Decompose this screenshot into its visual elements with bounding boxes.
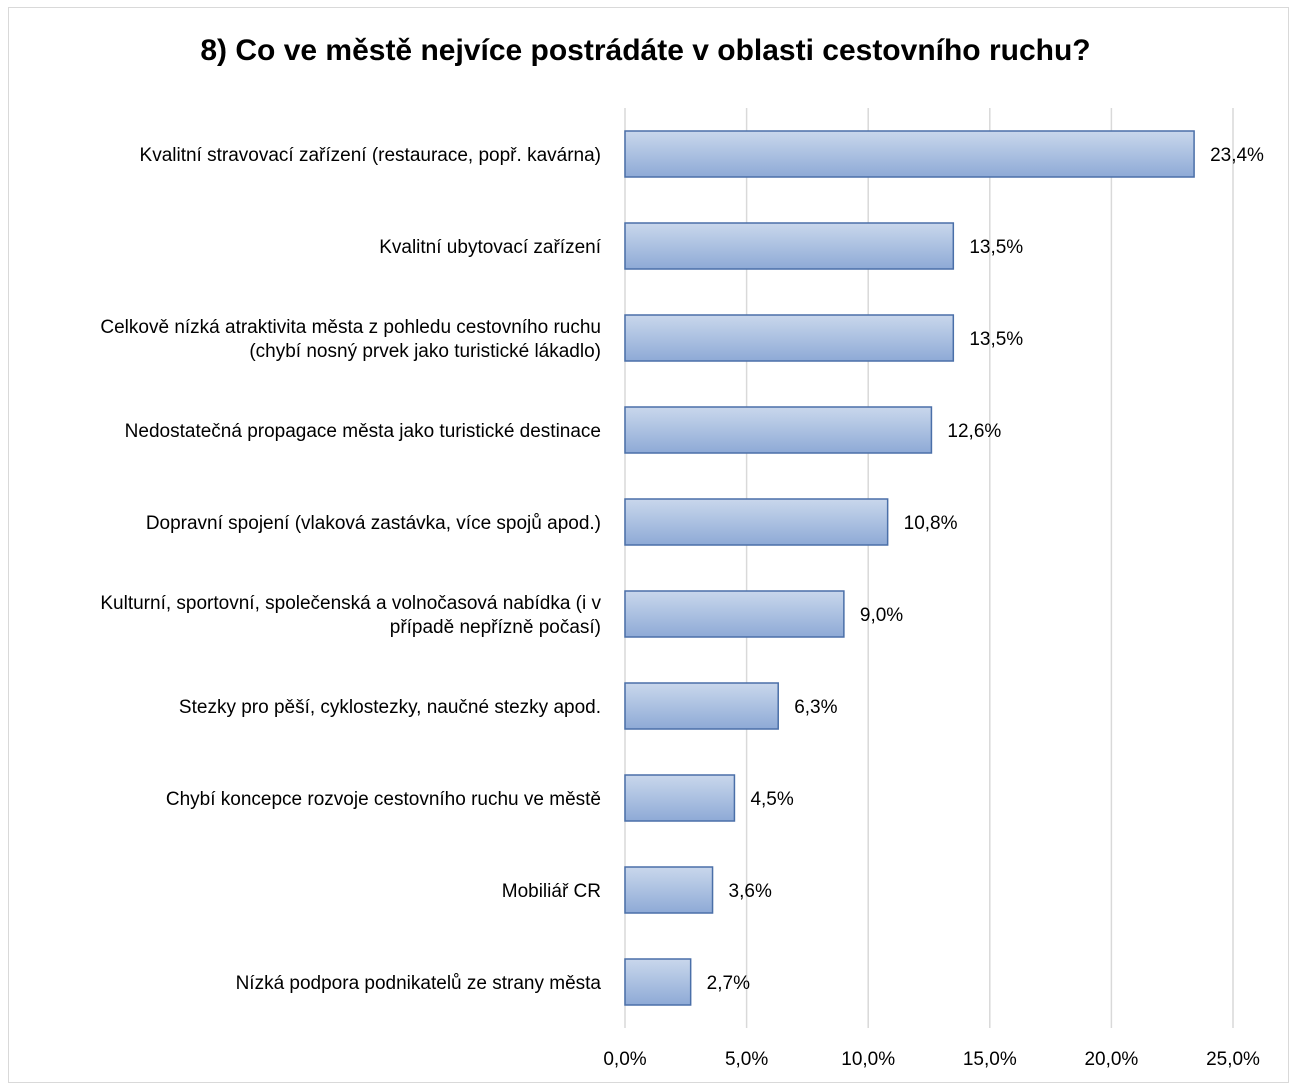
category-label: Mobiliář CR [502, 881, 601, 902]
bar [624, 590, 845, 638]
category-labels: Kvalitní stravovací zařízení (restaurace… [100, 145, 601, 994]
bar [624, 682, 779, 730]
bar [624, 498, 889, 546]
value-label: 3,6% [729, 881, 772, 902]
bar [624, 222, 955, 270]
value-label: 13,5% [969, 237, 1023, 258]
x-tick-label: 0,0% [603, 1049, 646, 1070]
x-tick-label: 5,0% [725, 1049, 768, 1070]
value-label: 2,7% [707, 973, 750, 994]
value-label: 23,4% [1210, 145, 1264, 166]
bars [624, 130, 1195, 1006]
bar [624, 130, 1195, 178]
x-tick-label: 20,0% [1084, 1049, 1138, 1070]
category-label: Chybí koncepce rozvoje cestovního ruchu … [166, 789, 601, 810]
bar [624, 774, 736, 822]
category-label: Kvalitní ubytovací zařízení [379, 237, 601, 258]
category-label: Dopravní spojení (vlaková zastávka, více… [146, 513, 601, 534]
category-label: Nedostatečná propagace města jako turist… [125, 421, 601, 442]
value-label: 9,0% [860, 605, 903, 626]
bar [624, 958, 692, 1006]
x-tick-label: 15,0% [963, 1049, 1017, 1070]
category-label: Kulturní, sportovní, společenská a volno… [100, 593, 601, 638]
category-label: Stezky pro pěší, cyklostezky, naučné ste… [179, 697, 601, 718]
x-axis-tick-labels: 0,0% 5,0% 10,0% 15,0% 20,0% 25,0% [603, 1049, 1260, 1070]
value-label: 13,5% [969, 329, 1023, 350]
value-label: 6,3% [794, 697, 837, 718]
value-label: 4,5% [750, 789, 793, 810]
value-label: 10,8% [904, 513, 958, 534]
chart-title: 8) Co ve městě nejvíce postrádáte v obla… [200, 34, 1091, 67]
bar [624, 406, 933, 454]
value-label: 12,6% [947, 421, 1001, 442]
bar [624, 314, 955, 362]
category-label: Kvalitní stravovací zařízení (restaurace… [140, 145, 601, 166]
bar [624, 866, 714, 914]
x-tick-label: 25,0% [1206, 1049, 1260, 1070]
x-tick-label: 10,0% [841, 1049, 895, 1070]
category-label: Celkově nízká atraktivita města z pohled… [100, 317, 601, 362]
value-labels: 23,4% 13,5% 13,5% 12,6% 10,8% 9,0% 6,3% 4,5% 3,6… [707, 145, 1264, 994]
category-label: Nízká podpora podnikatelů ze strany měst… [236, 973, 602, 994]
